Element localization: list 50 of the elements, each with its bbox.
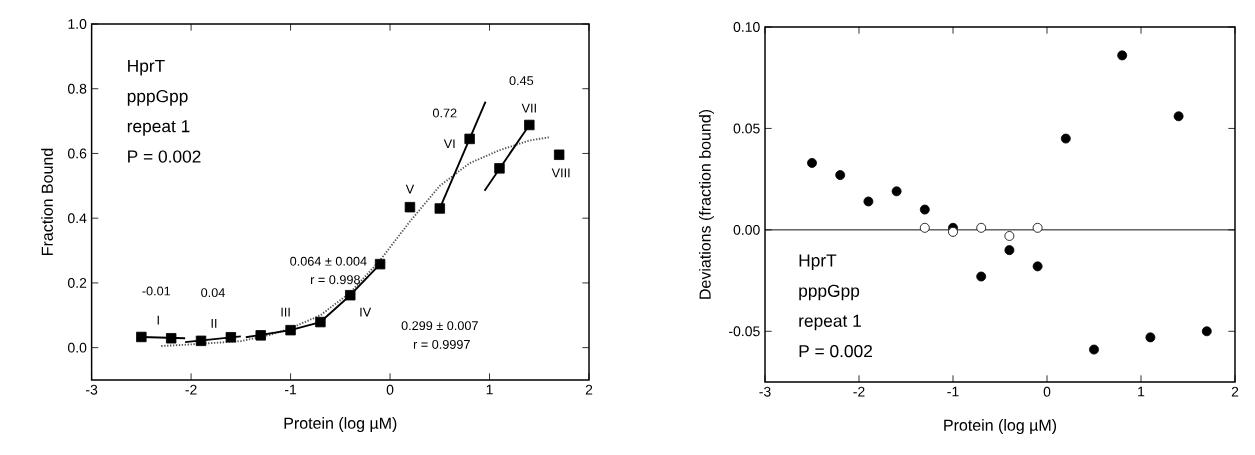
y-axis-title: Deviations (fraction bound) [699,109,714,299]
x-tick-label: -1 [947,386,959,397]
annotation: pppGpp [799,284,860,301]
annotation: 0.45 [509,76,534,86]
y-tick-label: 0.2 [67,277,87,288]
annotation: 0.299 ± 0.007 [401,321,478,331]
annotation: repeat 1 [127,120,190,136]
x-tick-label: 0 [386,384,394,395]
annotation: IV [360,307,372,317]
annotation: 0.72 [432,108,457,118]
y-tick-label: 0.0 [67,342,87,353]
x-tick-label: 1 [486,384,493,395]
x-tick-label: -3 [86,384,98,395]
y-tick-label: 1.0 [68,19,87,29]
x-tick-label: -3 [759,386,771,397]
x-tick-label: 1 [1138,386,1145,397]
x-tick-label: -2 [185,384,197,395]
annotation: 0.064 ± 0.004 [290,256,367,266]
x-tick-label: 2 [585,384,593,395]
y-tick-label: -0.05 [729,326,760,337]
y-tick-label: 0.10 [733,22,760,32]
annotation: II [211,319,217,328]
annotation: I [157,315,159,325]
annotation: III [281,307,290,317]
annotation: 0.04 [201,288,225,298]
x-axis-title: Protein (log µM) [284,417,397,433]
x-axis-title: Protein (log µM) [944,419,1057,435]
annotation: V [405,184,415,194]
annotation: P = 0.002 [799,344,872,358]
y-tick-label: 0.00 [733,224,760,235]
y-tick-label: 0.6 [67,148,87,159]
annotation: HprT [128,59,165,76]
annotation: pppGpp [127,90,188,106]
annotation: repeat 1 [799,314,861,331]
y-tick-label: 0.05 [733,123,760,134]
y-axis-title: Fraction Bound [41,148,53,255]
annotation: r = 0.998 [311,275,360,285]
annotation: r = 0.9997 [413,339,470,349]
annotation: P = 0.002 [128,150,201,163]
annotation: -0.01 [142,286,171,296]
x-tick-label: 2 [1231,386,1239,397]
x-tick-label: -1 [284,384,297,395]
y-tick-label: 0.8 [67,83,87,94]
x-tick-label: -2 [853,386,865,397]
x-tick-label: 0 [1043,386,1051,397]
annotation: HprT [799,254,837,270]
annotation: VII [521,103,536,113]
annotation: VI [443,139,455,149]
y-tick-label: 0.4 [67,213,87,224]
annotation: VIII [551,168,570,178]
